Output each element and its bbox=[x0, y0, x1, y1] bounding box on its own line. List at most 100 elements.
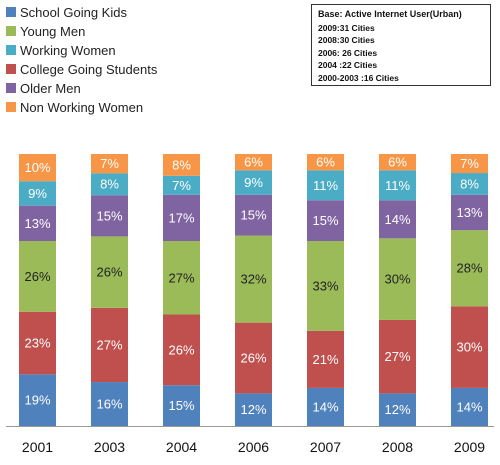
data-label: 26% bbox=[96, 265, 122, 280]
data-label: 23% bbox=[24, 336, 50, 351]
bars-layer: 19% 23% 26% 13% 9% 10% 16% 27% 26% 15% 8% 7% 15% 26% 2… bbox=[19, 154, 488, 426]
data-label: 28% bbox=[456, 261, 482, 276]
legend-swatch bbox=[6, 64, 16, 74]
bar-segment-working-women-2004 bbox=[163, 175, 200, 195]
x-axis: 2001 2003 2004 2006 2007 2008 2009 bbox=[6, 426, 494, 455]
x-tick-label: 2006 bbox=[238, 439, 269, 455]
notes-title: Base: Active Internet User(Urban) bbox=[318, 9, 462, 19]
bar-segment-older-men-2009 bbox=[451, 194, 488, 231]
legend-label: Young Men bbox=[20, 24, 86, 39]
bar-segment-college-going-students-2001 bbox=[19, 311, 56, 375]
bar-segment-non-working-women-2007 bbox=[307, 154, 344, 171]
data-label: 19% bbox=[24, 393, 50, 408]
bar-segment-school-going-kids-2008 bbox=[379, 393, 416, 426]
bar-segment-young-men-2008 bbox=[379, 238, 416, 320]
legend-swatch bbox=[6, 45, 16, 55]
legend-label: School Going Kids bbox=[20, 5, 127, 20]
data-label: 6% bbox=[388, 155, 407, 170]
data-label: 12% bbox=[240, 402, 266, 417]
bar-segment-working-women-2009 bbox=[451, 173, 488, 195]
data-label: 10% bbox=[24, 160, 50, 175]
data-label: 14% bbox=[384, 212, 410, 227]
bar-segment-older-men-2006 bbox=[235, 194, 272, 236]
x-tick-label: 2001 bbox=[22, 439, 53, 455]
bar-segment-school-going-kids-2006 bbox=[235, 393, 272, 426]
data-label: 9% bbox=[28, 186, 47, 201]
data-label: 17% bbox=[168, 210, 194, 225]
data-label: 11% bbox=[385, 178, 410, 193]
bar-segment-young-men-2009 bbox=[451, 230, 488, 307]
data-label: 12% bbox=[384, 402, 410, 417]
bar-segment-non-working-women-2001 bbox=[19, 154, 56, 182]
data-label: 15% bbox=[312, 213, 338, 228]
bar-segment-school-going-kids-2003 bbox=[91, 382, 128, 426]
bar-segment-working-women-2001 bbox=[19, 181, 56, 206]
legend-swatch bbox=[6, 102, 16, 112]
legend-swatch bbox=[6, 7, 16, 17]
x-tick-label: 2008 bbox=[382, 439, 413, 455]
legend-swatch bbox=[6, 26, 16, 36]
x-tick-label: 2003 bbox=[94, 439, 125, 455]
data-label: 27% bbox=[168, 270, 194, 285]
bar-segment-non-working-women-2003 bbox=[91, 154, 128, 174]
bar-segment-young-men-2006 bbox=[235, 235, 272, 323]
bar-segment-older-men-2004 bbox=[163, 194, 200, 242]
bar-segment-non-working-women-2004 bbox=[163, 154, 200, 176]
bar-segment-young-men-2001 bbox=[19, 241, 56, 312]
data-label: 27% bbox=[96, 337, 122, 352]
legend-label: Non Working Women bbox=[20, 100, 144, 115]
x-tick-label: 2004 bbox=[166, 439, 197, 455]
data-label: 8% bbox=[100, 177, 119, 192]
bar-segment-young-men-2003 bbox=[91, 236, 128, 308]
bar-segment-college-going-students-2003 bbox=[91, 307, 128, 383]
bar-segment-school-going-kids-2007 bbox=[307, 387, 344, 426]
notes-line: 2009:31 Cities bbox=[318, 22, 375, 33]
data-label: 8% bbox=[460, 176, 479, 191]
bar-segment-college-going-students-2008 bbox=[379, 319, 416, 394]
data-label: 15% bbox=[168, 398, 194, 413]
bar-segment-working-women-2008 bbox=[379, 170, 416, 201]
bar-segment-non-working-women-2009 bbox=[451, 154, 488, 174]
bar-segment-older-men-2003 bbox=[91, 195, 128, 237]
bar-segment-older-men-2001 bbox=[19, 205, 56, 242]
bar-segment-non-working-women-2006 bbox=[235, 154, 272, 171]
notes-line: 2008:30 Cities bbox=[318, 35, 375, 46]
data-label: 30% bbox=[384, 272, 410, 287]
data-label: 14% bbox=[456, 399, 482, 414]
data-label: 11% bbox=[313, 178, 338, 193]
data-label: 21% bbox=[312, 352, 338, 367]
notes-line: 2004 :22 Cities bbox=[318, 60, 378, 71]
bar-segment-working-women-2003 bbox=[91, 173, 128, 196]
legend-label: Working Women bbox=[20, 43, 116, 58]
data-label: 14% bbox=[312, 399, 338, 414]
legend-label: Older Men bbox=[20, 81, 81, 96]
bar-segment-school-going-kids-2009 bbox=[451, 387, 488, 426]
bar-segment-older-men-2007 bbox=[307, 200, 344, 242]
bar-segment-college-going-students-2009 bbox=[451, 306, 488, 388]
bar-segment-young-men-2007 bbox=[307, 241, 344, 331]
data-label: 30% bbox=[456, 340, 482, 355]
data-label: 13% bbox=[456, 205, 482, 220]
data-label: 9% bbox=[244, 175, 263, 190]
bar-segment-working-women-2007 bbox=[307, 170, 344, 201]
bar-segment-young-men-2004 bbox=[163, 241, 200, 315]
legend-label: College Going Students bbox=[20, 62, 158, 77]
bar-segment-school-going-kids-2001 bbox=[19, 374, 56, 426]
data-label: 7% bbox=[172, 178, 191, 193]
x-tick-label: 2007 bbox=[310, 439, 341, 455]
data-label: 26% bbox=[168, 342, 194, 357]
data-label: 26% bbox=[240, 351, 266, 366]
data-label: 8% bbox=[172, 157, 191, 172]
data-label: 32% bbox=[240, 272, 266, 287]
data-label: 26% bbox=[24, 269, 50, 284]
bar-segment-older-men-2008 bbox=[379, 200, 416, 239]
data-label: 33% bbox=[312, 278, 338, 293]
bar-segment-college-going-students-2007 bbox=[307, 330, 344, 388]
data-label: 7% bbox=[100, 156, 119, 171]
notes-line: 2000-2003 :16 Cities bbox=[318, 72, 399, 83]
notes-line: 2006: 26 Cities bbox=[318, 47, 378, 58]
data-label: 15% bbox=[96, 208, 122, 223]
bar-segment-school-going-kids-2004 bbox=[163, 385, 200, 426]
bar-segment-college-going-students-2006 bbox=[235, 322, 272, 394]
